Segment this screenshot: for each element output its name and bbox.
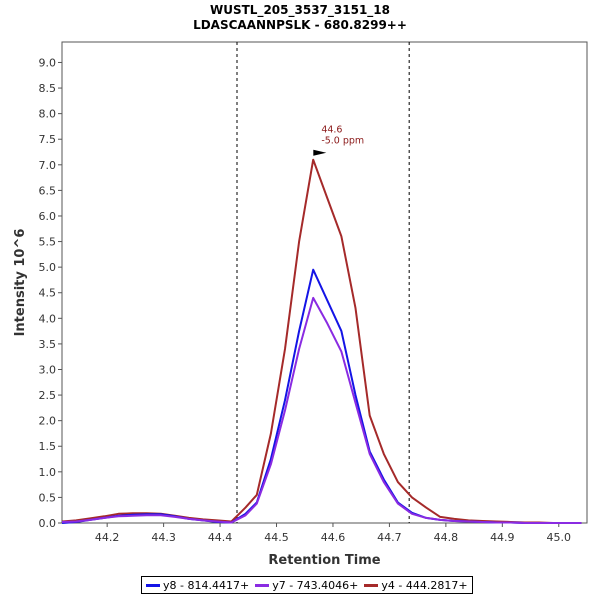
x-tick-label: 45.0 — [547, 531, 572, 544]
y-tick-label: 9.0 — [39, 56, 57, 69]
y-tick-label: 0.5 — [39, 491, 57, 504]
y-tick-label: 1.5 — [39, 440, 57, 453]
series-line-y7 — [61, 296, 582, 524]
x-tick-label: 44.8 — [434, 531, 459, 544]
y-tick-label: 5.5 — [39, 236, 57, 249]
legend: y8 - 814.4417+ y7 - 743.4046+ y4 - 444.281… — [141, 576, 473, 594]
legend-item: y7 - 743.4046+ — [255, 579, 358, 592]
y-tick-label: 2.0 — [39, 415, 57, 428]
x-tick-label: 44.5 — [264, 531, 289, 544]
plot-area — [61, 41, 588, 524]
legend-swatch — [255, 583, 270, 587]
series-group — [61, 158, 582, 524]
y-tick-label: 5.0 — [39, 261, 57, 274]
peak-annotation: 44.6-5.0 ppm — [313, 125, 364, 156]
y-tick-label: 1.0 — [39, 466, 57, 479]
y-tick-label: 6.0 — [39, 210, 57, 223]
y-axis-title: Intensity 10^6 — [13, 229, 28, 337]
x-tick-label: 44.4 — [208, 531, 233, 544]
x-axis-title: Retention Time — [268, 553, 380, 568]
x-tick-label: 44.6 — [321, 531, 346, 544]
legend-label: y8 - 814.4417+ — [163, 578, 250, 592]
axes-ticks: 0.0 0.5 1.0 1.5 2.0 2.5 3.0 3.5 4.0 4.5 5.0 5.5 6.0 6… — [39, 56, 572, 544]
y-tick-label: 4.5 — [39, 287, 57, 300]
y-tick-label: 4.0 — [39, 312, 57, 325]
legend-item: y8 - 814.4417+ — [146, 579, 249, 592]
y-tick-label: 3.5 — [39, 338, 57, 351]
y-tick-label: 0.0 — [39, 517, 57, 530]
y-tick-label: 8.5 — [39, 82, 57, 95]
peak-rt-label: 44.6 — [321, 125, 342, 136]
legend-swatch — [364, 583, 379, 587]
y-tick-label: 3.0 — [39, 363, 57, 376]
legend-swatch — [146, 583, 160, 587]
integration-boundaries — [236, 42, 410, 523]
y-tick-label: 8.0 — [39, 108, 57, 121]
legend-label: y7 - 743.4046+ — [272, 578, 359, 592]
x-tick-label: 44.2 — [95, 531, 120, 544]
y-tick-label: 7.0 — [39, 159, 57, 172]
peak-ppm-label: -5.0 ppm — [321, 136, 364, 147]
peak-arrow — [313, 149, 327, 156]
x-tick-label: 44.7 — [377, 531, 402, 544]
chart-title: WUSTL_205_3537_3151_18 — [210, 3, 390, 17]
legend-item: y4 - 444.2817+ — [364, 578, 468, 592]
y-tick-label: 6.5 — [39, 184, 57, 197]
chart-subtitle: LDASCAANNPSLK - 680.8299++ — [193, 18, 407, 32]
y-tick-label: 7.5 — [39, 133, 57, 146]
x-tick-label: 44.9 — [490, 531, 515, 544]
y-tick-label: 2.5 — [39, 389, 57, 402]
legend-label: y4 - 444.2817+ — [381, 578, 468, 592]
x-tick-label: 44.3 — [151, 531, 176, 544]
